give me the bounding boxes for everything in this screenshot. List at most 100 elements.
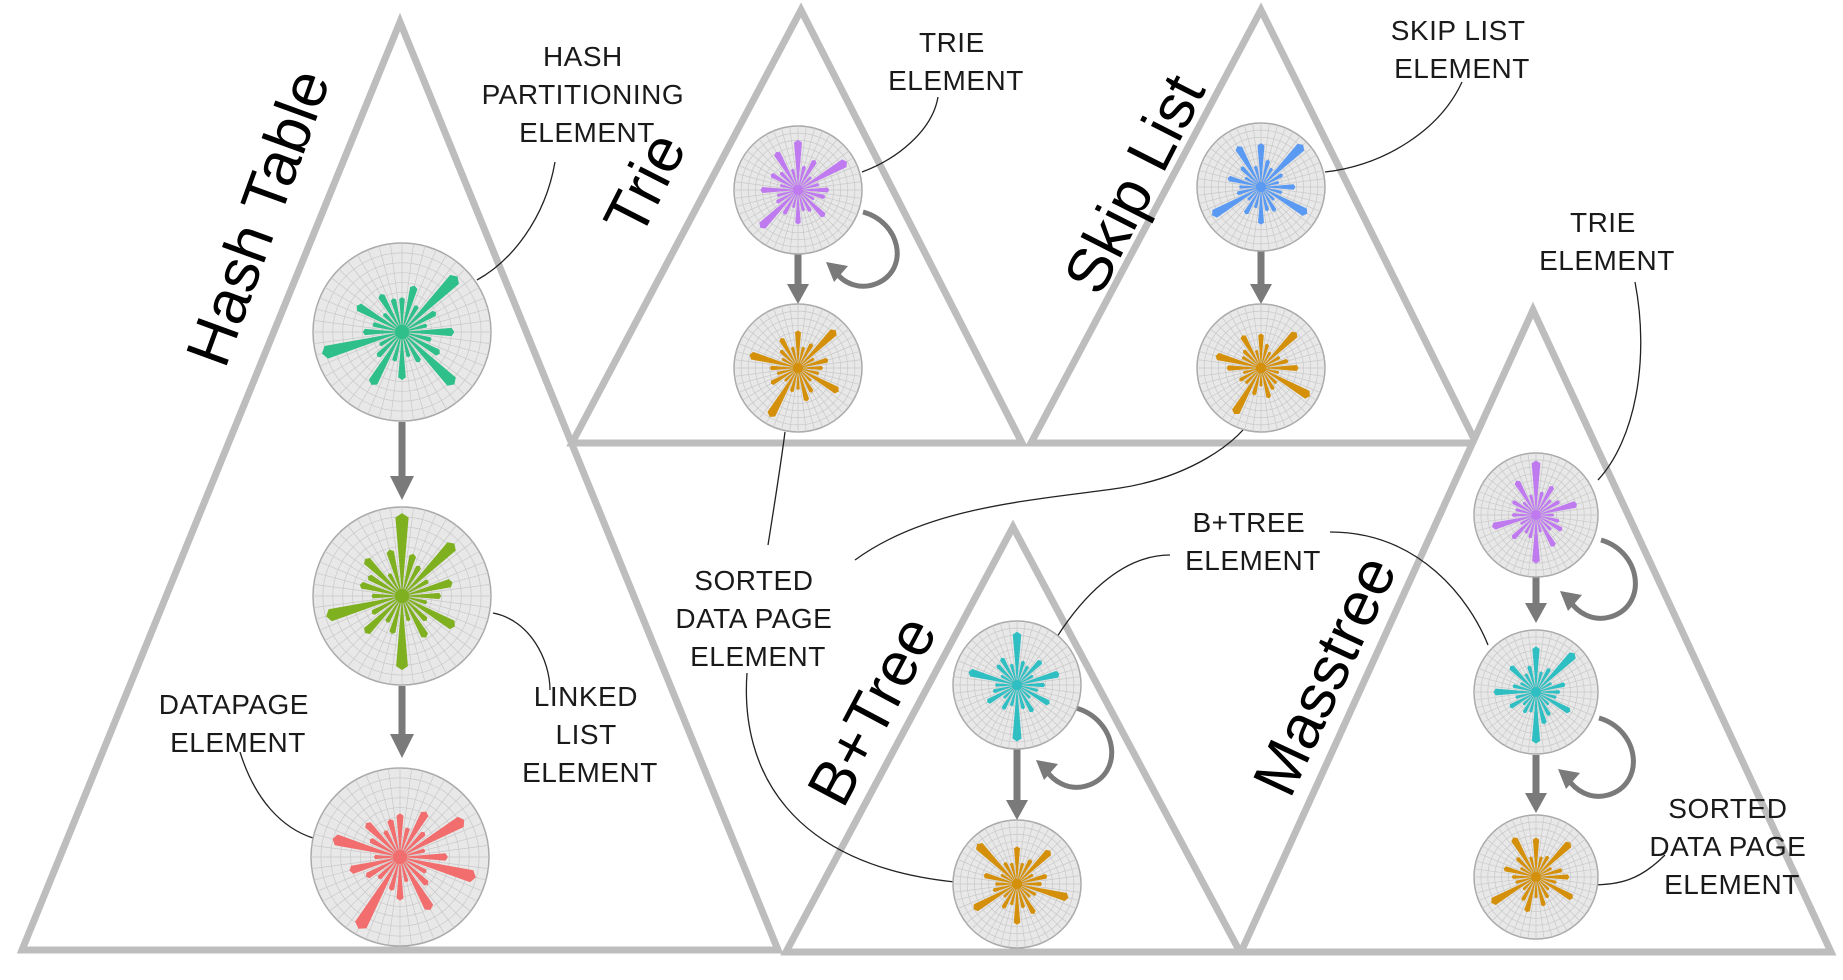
glyph-spike [776,190,798,198]
glyph-spoke [401,584,491,597]
glyph-spoke [367,595,403,679]
glyph-spoke [734,189,799,199]
glyph-spike [364,596,402,634]
glyph-spike [359,581,402,596]
leader-sorted-to-skip-list [854,409,1258,561]
glyph-spoke [399,768,412,858]
glyph-spike [1003,862,1017,884]
glyph-spoke [1535,642,1575,693]
glyph-spike [399,297,405,332]
glyph-spike [1531,692,1541,744]
glyph-spike [368,332,402,385]
glyph-spoke [331,541,403,597]
glyph-spoke [1535,465,1575,516]
glyph-spike [1529,494,1536,515]
glyph-spoke [401,541,473,597]
glyph-spike [798,329,837,368]
glyph-spoke [977,883,1018,935]
glyph-spike [1017,685,1039,693]
glyph-spike [759,190,798,229]
glyph-spoke [1535,876,1586,916]
glyph-hub [1011,679,1023,691]
glyph-spike [378,294,402,332]
glyph-spoke [797,189,807,254]
glyph-spike [1529,856,1536,877]
glyph-spoke [1486,838,1537,878]
glyph-spike [1001,884,1017,909]
glyph-spoke [734,367,799,377]
glyph-spoke [331,331,403,387]
glyph-spoke [1210,186,1262,227]
glyph-spike [1509,692,1536,709]
glyph-spoke [1016,684,1081,694]
glyph-spike [1524,877,1536,913]
glyph-spoke [1016,634,1057,686]
glyph-spike [1536,515,1560,523]
glyph-hub [1255,362,1267,374]
glyph-spike [1536,877,1557,884]
glyph-spike [1261,187,1283,195]
glyph-spoke [401,277,473,333]
glyph-spoke [1497,514,1537,565]
glyph-spoke [331,277,403,333]
glyph-spike [776,368,798,376]
glyph-hub [394,588,410,604]
leader-hash-partitioning [476,161,556,281]
b-tree-arrow-down [1006,749,1028,820]
glyph-spoke [347,261,403,333]
glyph-spoke [1252,123,1262,188]
glyph-spoke [1197,186,1262,196]
glyph-spoke [401,595,473,651]
glyph-spoke [1527,691,1537,754]
glyph-spoke [367,331,403,415]
glyph-spike [973,884,1017,912]
glyph-spoke [401,249,437,333]
glyph-spoke [758,317,799,369]
glyph-spike [368,574,402,596]
glyph-spike [1534,877,1538,899]
leader-sorted-to-trie [767,431,786,546]
glyph-spoke [399,856,489,869]
glyph-spike [1536,877,1550,899]
glyph-spoke [390,507,403,597]
glyph-spike [1240,335,1261,368]
glyph-spike [1536,652,1576,692]
glyph-spike [1536,486,1555,515]
glyph-spike [1236,187,1261,196]
glyph-spike [1253,165,1261,187]
glyph-spike [1515,877,1536,884]
glyph-spoke [1016,883,1057,935]
glyph-spike [798,190,826,200]
label-sorted-right: SORTED DATA PAGE ELEMENT [1649,793,1814,900]
glyph-spoke [347,525,403,597]
glyph-trie-element [733,125,863,255]
glyph-spoke [401,331,491,344]
glyph-spoke [367,513,403,597]
glyph-spoke [1497,642,1537,693]
glyph-b-tree-element [952,620,1082,750]
glyph-spike [1017,862,1025,884]
glyph-spoke [1535,691,1586,731]
leader-trie-top [861,96,939,173]
glyph-spike [779,349,798,368]
glyph-spike [1244,187,1261,215]
glyph-spoke [957,660,1018,686]
glyph-spike [1532,646,1540,692]
glyph-spoke [773,367,799,428]
label-b-tree: B+TREE ELEMENT [1185,507,1321,576]
glyph-spike [1017,665,1029,685]
glyph-spoke [797,304,807,369]
glyph-b-tree-sorted-data-page-element [952,819,1082,949]
glyph-spoke [1535,876,1594,902]
glyph-spoke [797,328,849,369]
glyph-spike [987,685,1017,704]
glyph-spoke [992,625,1018,686]
glyph-spike [1017,685,1034,713]
glyph-spoke [1008,621,1018,686]
glyph-spike [396,596,408,671]
glyph-spike [1512,684,1536,692]
glyph-spoke [401,513,437,597]
glyph-spoke [401,331,485,367]
glyph-spike [1017,670,1060,685]
glyph-spike [402,332,456,386]
